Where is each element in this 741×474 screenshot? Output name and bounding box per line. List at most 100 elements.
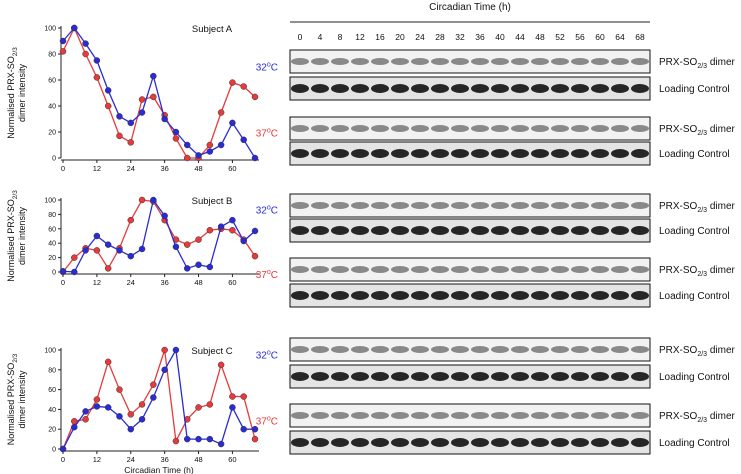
blot-band [551, 125, 569, 132]
temp-degree: o [267, 62, 271, 69]
y-label-sub: 2/3 [12, 190, 19, 199]
y-tick-label: 60 [48, 226, 56, 233]
blot-band [551, 346, 569, 353]
blot-band [631, 372, 649, 381]
y-tick-label: 100 [44, 348, 56, 355]
blot-band [591, 149, 609, 158]
blot-band [531, 346, 549, 353]
time-label: 4 [318, 32, 323, 42]
blot-band [451, 84, 469, 93]
blot-band [591, 438, 609, 447]
blot-background [289, 218, 651, 243]
blot-band [351, 346, 369, 353]
row-label-main: PRX-SO [659, 201, 698, 212]
row-label-sub: 2/3 [697, 351, 707, 358]
blot-band [531, 291, 549, 300]
data-point [240, 83, 247, 90]
data-point [229, 216, 236, 224]
blot-band [611, 412, 629, 419]
temp-unit: C [271, 206, 278, 217]
blot-band [451, 202, 469, 209]
temp-degree: o [267, 205, 271, 212]
blot-band [351, 266, 369, 273]
blot-band [391, 125, 409, 132]
blot-background [289, 257, 651, 282]
y-axis-label: Normalised PRX-SO2/3 [6, 190, 19, 282]
row-label-main: Loading Control [659, 372, 730, 383]
time-label: 68 [635, 32, 645, 42]
y-tick-label: 0 [52, 270, 56, 277]
blot-band [431, 149, 449, 158]
time-label: 36 [475, 32, 485, 42]
blot-background [289, 193, 651, 218]
time-label: 24 [415, 32, 425, 42]
blot-band [491, 226, 509, 235]
blot-band [311, 266, 329, 273]
chart-title: Subject C [191, 346, 232, 357]
blot-band [551, 84, 569, 93]
blot-band [371, 438, 389, 447]
blot-band [611, 125, 629, 132]
blot-band [551, 266, 569, 273]
blot-band [451, 149, 469, 158]
blot-band [431, 226, 449, 235]
data-point [116, 247, 123, 254]
time-label: 44 [515, 32, 525, 42]
y-axis-label-line2: dimer intensity [17, 206, 27, 265]
data-point [93, 396, 101, 403]
row-label: PRX-SO2/3 dimer [659, 411, 736, 424]
blot-band [511, 346, 529, 353]
blot-band [371, 202, 389, 209]
blot-band [631, 202, 649, 209]
blot-band [531, 226, 549, 235]
blot-band [571, 346, 589, 353]
blot-band [311, 125, 329, 132]
blot-band [331, 58, 349, 65]
row-label: Loading Control [659, 84, 730, 95]
data-point [71, 423, 78, 431]
data-point [127, 425, 135, 433]
y-tick-label: 20 [48, 255, 56, 262]
data-point [217, 440, 225, 448]
blot-band [511, 125, 529, 132]
blot-background [289, 141, 651, 166]
blot-band [371, 125, 389, 132]
blot-band [431, 266, 449, 273]
data-point [229, 79, 236, 86]
blot-band [371, 149, 389, 158]
x-tick-label: 48 [194, 455, 202, 464]
data-point [59, 48, 67, 55]
data-point [206, 141, 214, 149]
blot-band [491, 412, 509, 419]
blot-band [511, 291, 529, 300]
time-label: 60 [595, 32, 605, 42]
row-label: PRX-SO2/3 dimer [659, 265, 736, 278]
blot-band [491, 58, 509, 65]
blot-band [511, 372, 529, 381]
blot-band [431, 438, 449, 447]
blot-band [311, 58, 329, 65]
data-point [138, 96, 146, 103]
blot-band [331, 412, 349, 419]
blot-band [471, 226, 489, 235]
blot-band [431, 84, 449, 93]
blot-band [611, 291, 629, 300]
blot-band [571, 372, 589, 381]
row-label-rest: dimer [707, 411, 735, 422]
x-axis-label: Circadian Time (h) [124, 465, 194, 474]
data-point [59, 37, 67, 45]
data-point [104, 358, 112, 366]
data-point [217, 223, 225, 230]
data-point [206, 263, 214, 271]
blot-band [391, 266, 409, 273]
blot-band [411, 372, 429, 381]
y-axis-label: Normalised PRX-SO2/3 [6, 47, 19, 139]
row-label: Loading Control [659, 372, 730, 383]
blot-band [311, 346, 329, 353]
blot-band [291, 372, 309, 381]
blot-band [431, 291, 449, 300]
data-point [183, 241, 191, 248]
blot-band [631, 226, 649, 235]
blot-band [631, 149, 649, 158]
blot-band [551, 226, 569, 235]
